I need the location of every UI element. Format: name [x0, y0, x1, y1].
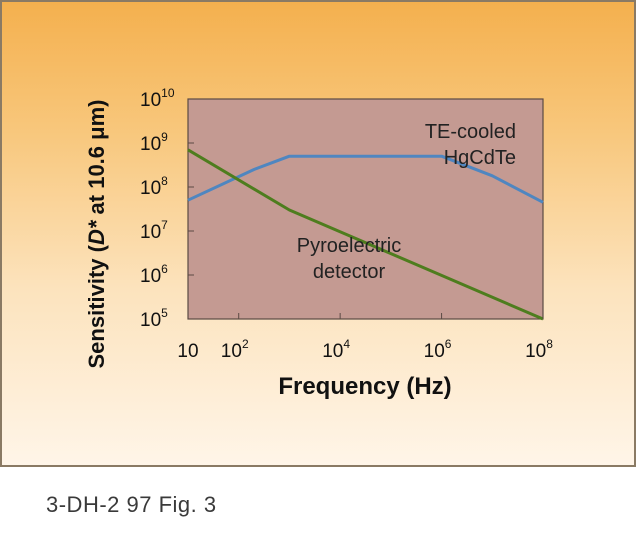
series-label-hgcdte: TE-cooled: [425, 121, 516, 143]
x-tick-label: 10: [177, 341, 198, 362]
series-annotations: TE-cooled HgCdTe Pyroelectric detector: [297, 121, 516, 283]
x-tick-label: 108: [525, 337, 553, 362]
x-axis-ticks: 10 102 104 106 108: [177, 313, 553, 362]
series-layer: [187, 148, 544, 321]
x-axis-title: Frequency (Hz): [278, 373, 451, 400]
y-axis-ticks: 105 106 107 108 109 1010: [140, 86, 194, 331]
series-label-hgcdte: HgCdTe: [444, 147, 516, 169]
plot-area: [187, 98, 544, 320]
chart: 10 102 104 106 108 105 106 107 108 109 1010 TE-co…: [84, 86, 553, 400]
x-tick-label: 104: [322, 337, 350, 362]
x-tick-label: 102: [221, 337, 249, 362]
y-tick-label: 109: [140, 130, 168, 155]
series-label-pyroelectric: Pyroelectric: [297, 235, 401, 257]
y-tick-label: 108: [140, 174, 168, 199]
y-tick-label: 106: [140, 262, 168, 287]
y-tick-label: 105: [140, 306, 168, 331]
x-tick-label: 106: [424, 337, 452, 362]
figure-caption: 3-DH-2 97 Fig. 3: [46, 492, 217, 517]
series-label-pyroelectric: detector: [313, 261, 386, 283]
series-line-pyroelectric: [187, 148, 544, 321]
y-axis-title: Sensitivity (D* at 10.6 μm): [84, 99, 109, 368]
y-tick-label: 1010: [140, 86, 175, 111]
series-line-hgcdte: [187, 154, 544, 204]
y-tick-label: 107: [140, 218, 168, 243]
figure-panel: 10 102 104 106 108 105 106 107 108 109 1010 TE-co…: [0, 0, 636, 467]
